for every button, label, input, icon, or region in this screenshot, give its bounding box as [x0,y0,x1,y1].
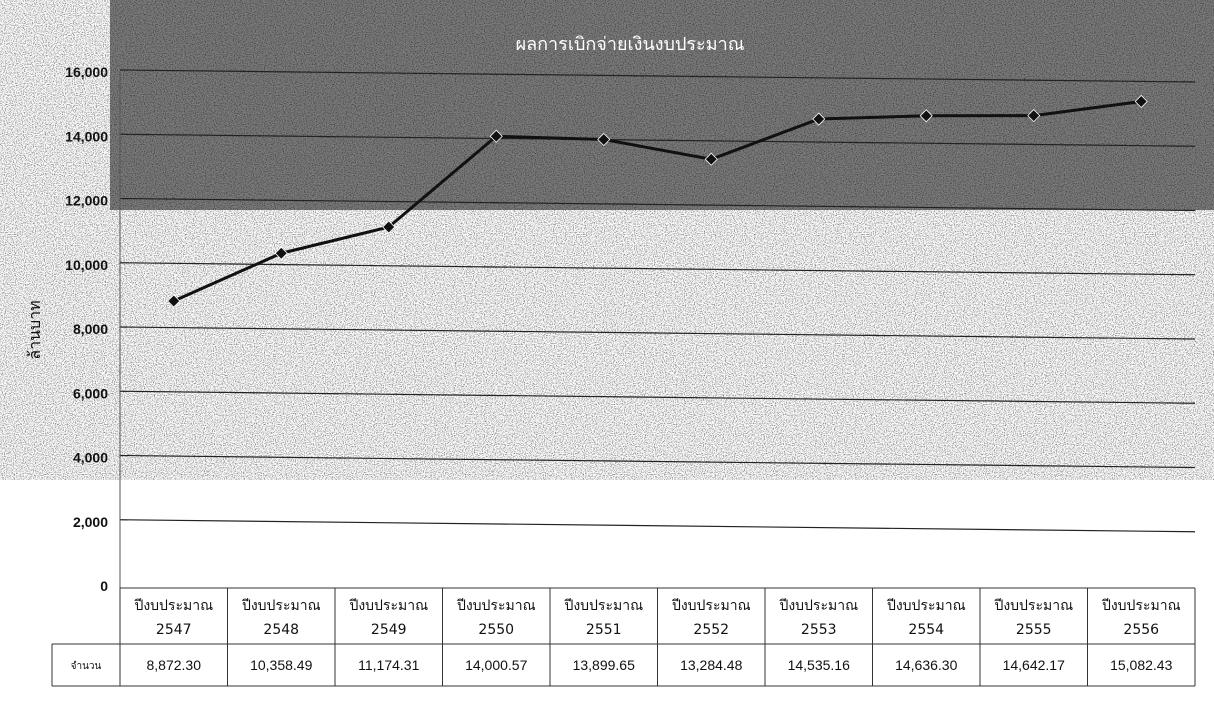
data-table: จำนวน ปีงบประมาณ 2547 8,872.30 ปีงบประมาณ 254… [51,587,1196,687]
data-point [812,112,826,126]
texture-mask-group [0,0,1214,480]
y-tick-label: 0 [100,578,108,594]
data-point [919,109,933,123]
x-tick-label: ปีงบประมาณ [241,598,320,614]
x-tick-label: ปีงบประมาณ [564,598,643,614]
data-point [1134,94,1148,109]
x-tick-label: 2551 [586,622,622,638]
data-label: 11,174.31 [358,657,419,673]
y-axis-label: ล้านบาท [25,300,44,359]
y-tick-label: 8,000 [73,321,108,337]
data-label: 13,899.65 [573,657,635,673]
y-tick-label: 14,000 [65,128,108,144]
data-label: 14,535.16 [788,657,850,673]
y-tick-label: 2,000 [73,514,108,530]
data-label: 14,636.30 [895,657,957,673]
data-label: 15,082.43 [1110,657,1172,673]
data-label: 13,284.48 [680,657,742,673]
x-tick-label: ปีงบประมาณ [456,598,535,614]
gridline [119,519,1196,533]
data-label: 8,872.30 [147,657,202,673]
x-tick-label: 2553 [801,622,837,638]
gridline [119,326,1196,340]
gridline [119,133,1196,147]
photocopy-texture [0,0,1214,480]
gridline [119,197,1196,212]
data-label: 10,358.49 [250,657,312,673]
x-tick-label: ปีงบประมาณ [886,598,965,614]
series-line-group [167,94,1148,308]
y-tick-label: 4,000 [73,450,108,466]
chart-title: ผลการเบิกจ่ายเงินงบประมาณ [516,34,745,55]
series-line [173,99,1142,303]
x-tick-label: ปีงบประมาณ [1101,598,1180,614]
data-label: 14,642.17 [1003,657,1065,673]
y-tick-label: 10,000 [65,257,108,273]
texture-dark-band [110,0,1214,210]
x-tick-label: 2554 [908,622,944,638]
data-label: 14,000.57 [465,657,527,673]
table-row-header: จำนวน [71,661,102,672]
x-tick-label: ปีงบประมาณ [671,598,750,614]
x-tick-label: 2549 [371,622,407,638]
x-tick-label: ปีงบประมาณ [134,598,213,614]
x-tick-label: 2548 [263,622,299,638]
data-point [704,152,718,166]
y-tick-label: 6,000 [73,385,108,401]
x-tick-label: 2547 [156,622,192,638]
data-point [167,294,181,308]
x-tick-label: 2552 [693,622,729,638]
gridline [119,454,1196,469]
x-tick-label: ปีงบประมาณ [779,598,858,614]
x-tick-label: ปีงบประมาณ [349,598,428,614]
x-tick-label: 2555 [1016,622,1052,638]
gridline [119,390,1196,404]
x-tick-label: ปีงบประมาณ [994,598,1073,614]
data-point [489,129,503,143]
data-point [1027,109,1041,123]
x-tick-label: 2550 [478,622,514,638]
data-point [274,246,288,260]
x-tick-label: 2556 [1123,622,1159,638]
gridlines [119,69,1196,686]
y-tick-label: 16,000 [65,64,108,80]
data-point [597,132,611,147]
y-tick-label: 12,000 [65,193,108,209]
y-axis-ticks: 0 2,000 4,000 6,000 8,000 10,000 12,000 14,000 1… [65,64,108,594]
data-point [382,220,396,234]
gridline [119,69,1196,83]
gridline [119,262,1196,276]
